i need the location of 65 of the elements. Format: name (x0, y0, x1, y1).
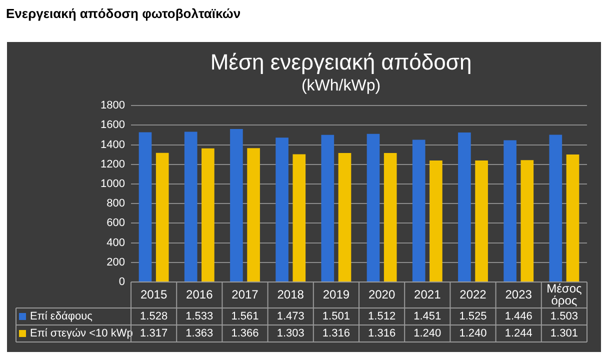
y-tick-label: 1000 (100, 178, 125, 190)
data-label: 1.525 (459, 310, 487, 323)
data-label: 1.366 (231, 328, 259, 340)
x-tick-label: 2016 (186, 287, 214, 302)
data-label: 1.501 (322, 310, 350, 323)
data-label: 1.317 (140, 328, 168, 340)
data-label: 1.473 (276, 310, 304, 323)
data-label: 1.533 (186, 310, 214, 323)
chart-title: Μέση ενεργειακή απόδοση (210, 49, 472, 74)
x-tick-label: 2023 (505, 287, 532, 302)
y-tick-label: 1400 (100, 138, 125, 151)
bar (230, 129, 243, 282)
bar (321, 134, 334, 282)
bar (458, 132, 471, 282)
bar (504, 140, 516, 282)
y-tick-label: 1600 (100, 119, 125, 132)
bar (475, 160, 488, 282)
x-tick-label: 2019 (322, 287, 350, 302)
y-tick-label: 800 (106, 198, 125, 210)
bar (184, 132, 198, 282)
data-label: 1.303 (276, 328, 304, 340)
data-label: 1.446 (504, 310, 532, 323)
legend-label: Επί εδάφους (30, 310, 92, 323)
bar (338, 153, 352, 282)
x-tick-label: 2021 (414, 287, 442, 302)
bar (276, 138, 288, 282)
y-tick-label: 1800 (100, 100, 125, 112)
x-tick-label: Μέσος όρος (546, 281, 582, 308)
legend-label: Επί στεγών <10 kWp (30, 328, 133, 340)
y-tick-label: 400 (106, 236, 125, 249)
bar (292, 154, 306, 282)
data-label: 1.503 (550, 310, 578, 323)
data-label: 1.363 (186, 328, 214, 340)
x-tick-label: 2015 (140, 287, 168, 302)
y-tick-label: 600 (106, 217, 125, 230)
bar (520, 160, 534, 282)
x-tick-label: 2018 (277, 287, 304, 302)
data-label: 1.240 (414, 328, 442, 340)
bar (384, 153, 397, 282)
x-tick-label: 2020 (368, 287, 396, 302)
x-tick-label: 2017 (232, 287, 259, 302)
data-label: 1.512 (368, 310, 396, 323)
data-label: 1.451 (414, 310, 442, 323)
bar (202, 148, 214, 282)
y-tick-label: 1200 (100, 158, 125, 170)
chart-subtitle: (kWh/kWp) (301, 77, 381, 94)
data-label: 1.316 (368, 328, 396, 340)
data-label: 1.240 (459, 328, 487, 340)
bar (366, 134, 380, 282)
bar (138, 132, 152, 282)
data-label: 1.561 (231, 310, 259, 323)
data-label: 1.316 (322, 328, 350, 340)
data-label: 1.244 (504, 328, 532, 340)
bar (156, 152, 169, 282)
data-label: 1.528 (140, 310, 168, 323)
x-tick-label: 2022 (460, 287, 487, 302)
data-label: 1.301 (550, 328, 578, 340)
y-tick-label: 200 (106, 256, 125, 268)
bar (412, 140, 426, 282)
bar (549, 134, 562, 282)
bar (247, 148, 260, 282)
bar (566, 154, 580, 282)
y-tick-label: 0 (118, 276, 125, 288)
text: Ενεργειακή απόδοση φωτοβολταϊκών (6, 6, 241, 21)
bar (430, 160, 442, 282)
